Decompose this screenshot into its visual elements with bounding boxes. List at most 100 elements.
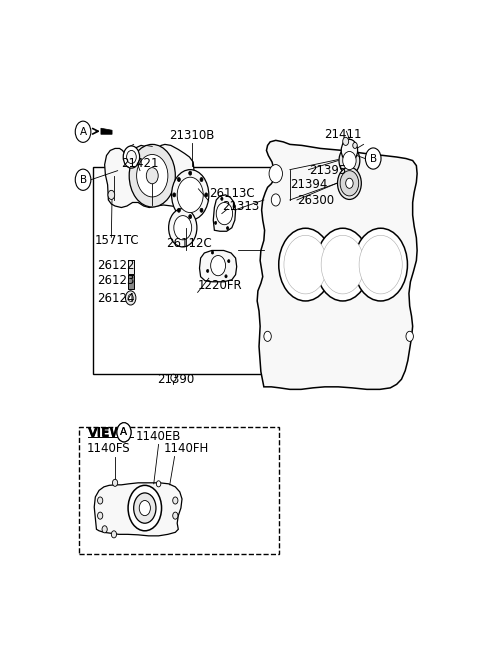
Circle shape [316, 228, 370, 301]
Text: 26112C: 26112C [166, 237, 212, 251]
Text: VIEW: VIEW [88, 427, 124, 440]
Circle shape [233, 205, 235, 208]
Circle shape [189, 171, 192, 175]
Circle shape [264, 331, 271, 341]
Bar [94, 167, 294, 374]
Circle shape [117, 422, 131, 442]
Polygon shape [213, 195, 236, 232]
Circle shape [339, 146, 360, 174]
Circle shape [168, 209, 197, 247]
Circle shape [337, 167, 361, 199]
Text: 26300: 26300 [297, 194, 334, 207]
Text: 21390: 21390 [156, 373, 194, 386]
Bar [128, 275, 133, 289]
Circle shape [216, 203, 233, 225]
Text: 1571TC: 1571TC [94, 234, 139, 247]
Text: A: A [80, 127, 86, 136]
Text: 26122: 26122 [97, 259, 135, 272]
Text: 21310B: 21310B [169, 129, 215, 142]
Text: VIEW: VIEW [88, 426, 124, 439]
Text: 26113C: 26113C [209, 187, 254, 200]
Circle shape [97, 512, 103, 519]
Text: 21395: 21395 [309, 164, 347, 177]
Circle shape [221, 197, 223, 200]
Text: 1140FH: 1140FH [164, 442, 209, 455]
Circle shape [321, 236, 364, 294]
Circle shape [75, 169, 91, 190]
Text: 1140FS: 1140FS [86, 442, 130, 455]
Circle shape [200, 208, 203, 213]
Circle shape [128, 295, 133, 302]
Polygon shape [94, 483, 182, 536]
Polygon shape [200, 251, 237, 282]
Circle shape [206, 270, 209, 272]
Circle shape [204, 193, 208, 197]
Circle shape [111, 531, 117, 538]
Circle shape [146, 168, 158, 184]
Circle shape [343, 137, 348, 146]
Circle shape [340, 171, 359, 196]
Circle shape [269, 165, 282, 183]
Text: 1140EB: 1140EB [136, 430, 181, 443]
Circle shape [156, 481, 161, 487]
Circle shape [117, 422, 131, 442]
Polygon shape [101, 128, 112, 134]
Circle shape [139, 501, 150, 516]
Text: 21394: 21394 [290, 178, 327, 192]
Circle shape [171, 374, 176, 381]
Circle shape [189, 215, 192, 218]
Circle shape [279, 228, 332, 301]
Circle shape [133, 493, 156, 523]
Circle shape [343, 152, 356, 170]
Text: 1220FR: 1220FR [198, 279, 242, 292]
Circle shape [271, 194, 280, 206]
Circle shape [341, 139, 358, 161]
Circle shape [177, 177, 203, 213]
Text: A: A [120, 427, 128, 438]
Circle shape [359, 236, 402, 294]
Text: 21421: 21421 [121, 157, 159, 170]
Polygon shape [105, 144, 194, 207]
Circle shape [211, 256, 226, 276]
Bar [128, 260, 133, 274]
Circle shape [108, 190, 115, 199]
Circle shape [127, 150, 136, 163]
Circle shape [228, 260, 230, 262]
Circle shape [211, 251, 214, 254]
Circle shape [365, 148, 381, 169]
Circle shape [353, 142, 357, 148]
Circle shape [75, 121, 91, 142]
Circle shape [354, 228, 408, 301]
Circle shape [97, 497, 103, 504]
Circle shape [137, 154, 168, 197]
Circle shape [129, 144, 175, 207]
Circle shape [227, 226, 228, 230]
Circle shape [174, 216, 192, 240]
Circle shape [112, 480, 118, 486]
Circle shape [128, 485, 162, 531]
Circle shape [284, 236, 327, 294]
Circle shape [178, 208, 180, 213]
Circle shape [200, 178, 203, 182]
Circle shape [406, 331, 413, 341]
Text: B: B [370, 154, 377, 163]
Circle shape [102, 525, 107, 533]
Text: 21313: 21313 [222, 199, 259, 213]
Text: 26123: 26123 [97, 274, 134, 287]
Polygon shape [257, 140, 417, 390]
Circle shape [215, 221, 216, 224]
Circle shape [173, 512, 178, 519]
Bar [79, 427, 279, 554]
Text: 21411: 21411 [324, 129, 361, 141]
Text: B: B [80, 174, 86, 185]
Circle shape [173, 497, 178, 504]
Circle shape [346, 178, 353, 188]
Circle shape [225, 275, 227, 278]
Circle shape [123, 146, 140, 168]
Circle shape [178, 178, 180, 182]
Text: 26124: 26124 [97, 292, 135, 305]
Circle shape [173, 193, 176, 197]
Circle shape [172, 170, 209, 220]
Text: A: A [120, 427, 128, 438]
Circle shape [125, 291, 136, 305]
